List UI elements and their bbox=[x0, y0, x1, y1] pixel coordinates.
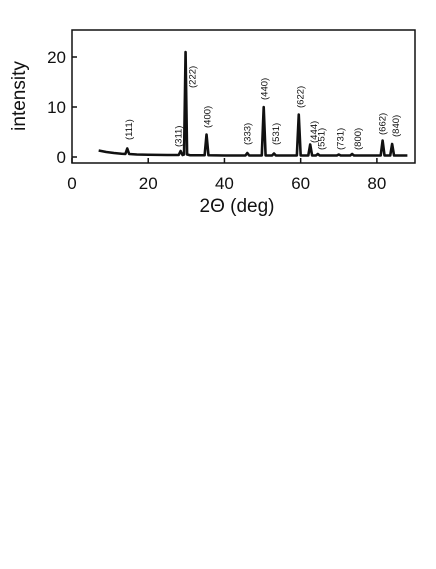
peak-label: (662) bbox=[378, 113, 389, 135]
peak-label: (400) bbox=[202, 106, 213, 128]
x-tick-label: 80 bbox=[367, 174, 386, 193]
peak-label: (111) bbox=[124, 119, 135, 140]
peak-label: (222) bbox=[187, 66, 198, 88]
peak-label: (531) bbox=[271, 123, 282, 145]
peak-label: (551) bbox=[317, 128, 328, 150]
peak-label: (333) bbox=[242, 123, 253, 145]
peak-label: (311) bbox=[174, 126, 185, 147]
peak-label: (731) bbox=[336, 128, 347, 150]
y-tick-label: 0 bbox=[57, 148, 66, 167]
y-axis-title: intensity bbox=[9, 61, 30, 131]
x-tick-label: 40 bbox=[215, 174, 234, 193]
y-tick-label: 10 bbox=[47, 98, 66, 117]
peak-label: (444) bbox=[309, 121, 320, 143]
plot-frame bbox=[71, 29, 416, 164]
y-tick-label: 20 bbox=[47, 48, 66, 67]
x-tick-label: 20 bbox=[139, 174, 158, 193]
peak-label: (840) bbox=[391, 115, 402, 137]
x-axis-title: 2Θ (deg) bbox=[200, 196, 275, 217]
x-tick-label: 60 bbox=[291, 174, 310, 193]
peak-label: (622) bbox=[296, 86, 307, 108]
data-line bbox=[98, 50, 408, 157]
peak-label: (800) bbox=[353, 128, 364, 150]
x-tick-label: 0 bbox=[67, 174, 76, 193]
peak-label: (440) bbox=[259, 78, 270, 100]
